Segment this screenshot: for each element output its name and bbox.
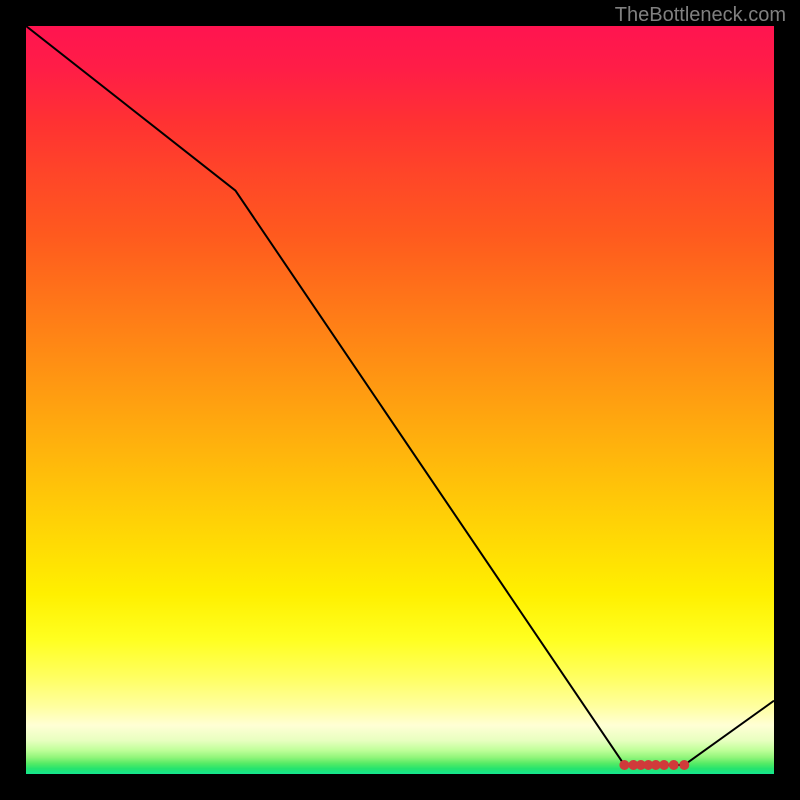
chart-marker <box>619 760 629 770</box>
chart-svg <box>26 26 774 774</box>
chart-plot-area <box>26 26 774 774</box>
chart-marker <box>669 760 679 770</box>
chart-marker <box>679 760 689 770</box>
chart-background <box>26 26 774 774</box>
watermark-text: TheBottleneck.com <box>615 4 786 27</box>
chart-marker <box>659 760 669 770</box>
